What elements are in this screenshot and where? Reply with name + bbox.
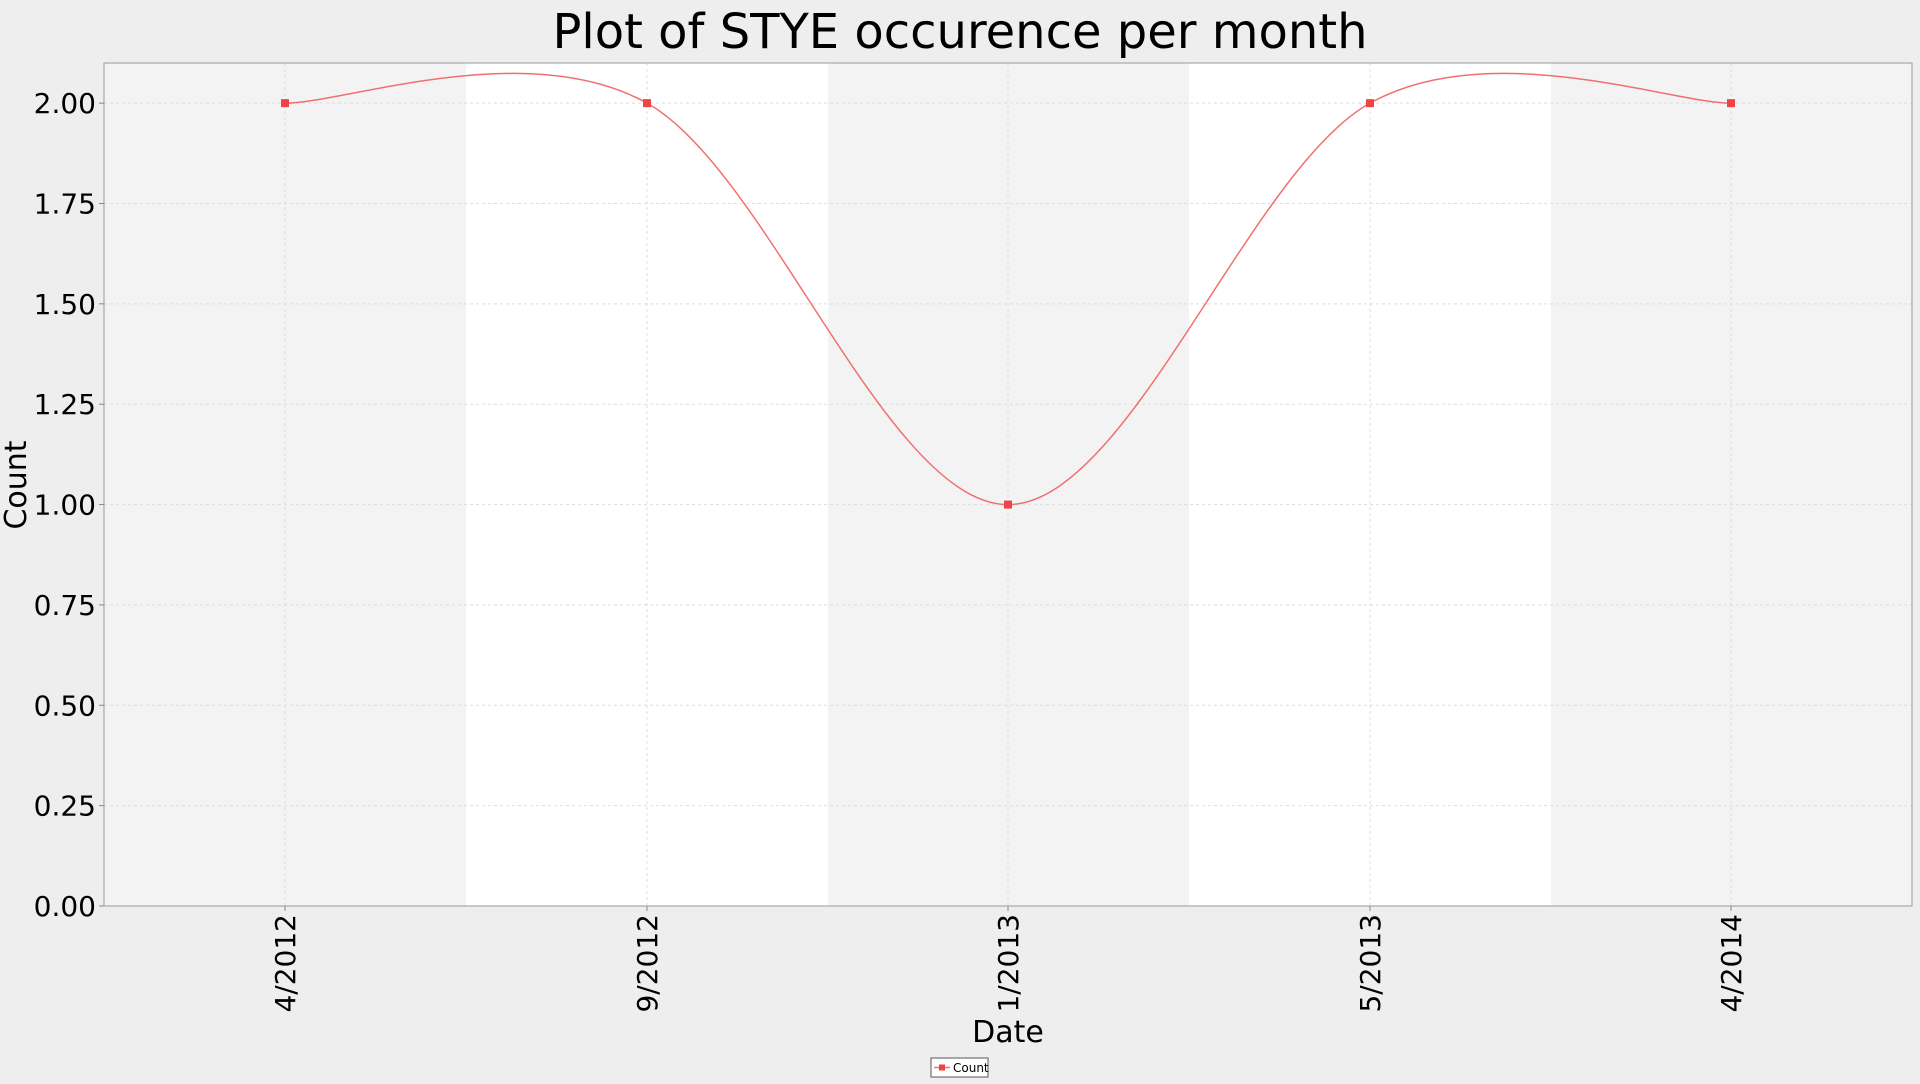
y-tick-label: 1.00 bbox=[34, 489, 96, 522]
x-tick-label: 9/2012 bbox=[631, 914, 664, 1013]
x-axis-ticks: 4/2012 9/2012 1/2013 5/2013 4/2014 bbox=[269, 906, 1748, 1013]
data-point-marker bbox=[1004, 500, 1012, 509]
data-point-marker bbox=[1727, 99, 1735, 108]
data-point-marker bbox=[643, 99, 651, 108]
legend-box bbox=[930, 1057, 989, 1078]
y-axis-ticks: 0.00 0.25 0.50 0.75 1.00 1.25 1.50 1.75 2.00 bbox=[34, 87, 104, 923]
x-tick-label: 4/2012 bbox=[269, 914, 302, 1013]
y-tick-label: 0.00 bbox=[34, 890, 96, 923]
data-point-marker bbox=[281, 99, 289, 108]
chart-title: Plot of STYE occurence per month bbox=[552, 4, 1367, 60]
y-tick-label: 0.25 bbox=[34, 790, 96, 823]
legend-marker-swatch bbox=[939, 1064, 945, 1071]
y-tick-label: 0.75 bbox=[34, 589, 96, 622]
series-count bbox=[281, 72, 1735, 509]
x-axis-label: Date bbox=[972, 1015, 1044, 1050]
grid-lines bbox=[104, 63, 1912, 907]
y-tick-label: 2.00 bbox=[34, 87, 96, 120]
x-tick-label: 4/2014 bbox=[1715, 914, 1748, 1013]
y-tick-label: 1.50 bbox=[34, 288, 96, 321]
x-tick-label: 1/2013 bbox=[992, 914, 1025, 1013]
legend-entry-label: Count bbox=[953, 1061, 989, 1075]
y-axis-label: Count bbox=[0, 440, 34, 529]
legend: Count bbox=[930, 1057, 989, 1078]
data-point-marker bbox=[1366, 99, 1374, 108]
y-tick-label: 1.25 bbox=[34, 388, 96, 421]
x-tick-label: 5/2013 bbox=[1354, 914, 1387, 1013]
y-tick-label: 1.75 bbox=[34, 188, 96, 221]
y-tick-label: 0.50 bbox=[34, 689, 96, 722]
